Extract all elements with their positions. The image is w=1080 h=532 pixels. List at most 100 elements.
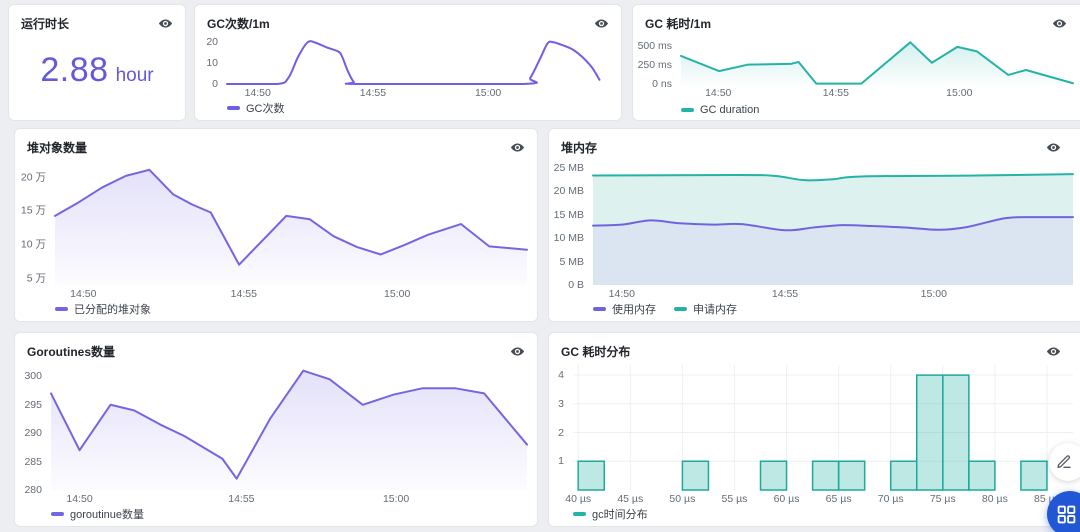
chart-svg xyxy=(593,161,1073,285)
panel-title: GC 耗时分布 xyxy=(561,344,631,359)
y-axis-tick: 5 MB xyxy=(559,255,584,268)
y-axis-tick: 280 xyxy=(24,484,42,496)
chart-legend: 已分配的堆对象 xyxy=(55,301,151,317)
x-axis-tick: 70 µs xyxy=(877,493,904,505)
x-axis-tick: 65 µs xyxy=(825,493,852,505)
x-axis-tick: 55 µs xyxy=(721,493,748,505)
chart-heap-objects[interactable]: 20 万 15 万 10 万 5 万 14:50 14:55 15:00 已分配的堆对象 xyxy=(15,155,537,321)
legend-label: 申请内存 xyxy=(693,304,737,316)
eye-icon[interactable] xyxy=(510,140,525,155)
x-axis-tick: 45 µs xyxy=(617,493,644,505)
chart-plot[interactable] xyxy=(51,365,527,490)
chart-svg xyxy=(55,161,527,285)
legend-swatch xyxy=(573,512,586,516)
y-axis-tick: 250 ms xyxy=(637,59,672,72)
x-axis-tick: 14:55 xyxy=(230,288,257,300)
legend-item[interactable]: 已分配的堆对象 xyxy=(55,301,151,317)
x-axis-tick: 14:50 xyxy=(70,288,97,300)
eye-icon[interactable] xyxy=(1046,344,1061,359)
y-axis-tick: 20 MB xyxy=(553,185,584,198)
chart-plot[interactable] xyxy=(227,37,611,84)
y-axis: 20 万 15 万 10 万 5 万 xyxy=(15,161,53,285)
legend-swatch xyxy=(227,106,240,110)
chart-plot[interactable] xyxy=(573,365,1073,490)
chart-legend: GC duration xyxy=(681,104,759,116)
panel-runtime-duration: 运行时长 2.88 hour xyxy=(8,4,186,121)
chart-plot[interactable] xyxy=(55,161,527,285)
apps-grid-icon xyxy=(1057,505,1080,524)
chart-legend: GC次数 xyxy=(227,100,285,116)
chart-plot[interactable] xyxy=(593,161,1073,285)
x-axis: 14:50 14:55 15:00 xyxy=(51,493,527,506)
legend-swatch xyxy=(681,108,694,112)
x-axis-tick: 15:00 xyxy=(946,87,973,99)
x-axis-tick: 14:55 xyxy=(822,87,849,99)
panel-heap-objects: 堆对象数量 20 万 15 万 10 万 5 万 14:50 14:55 15:00 已分配的… xyxy=(14,128,538,322)
panel-goroutines: Goroutines数量 300 295 290 285 280 14:50 14:55 15… xyxy=(14,332,538,527)
y-axis: 300 295 290 285 280 xyxy=(15,365,49,496)
y-axis-tick: 290 xyxy=(24,427,42,440)
pencil-icon xyxy=(1056,454,1072,470)
chart-goroutines[interactable]: 300 295 290 285 280 14:50 14:55 15:00 goroutinue… xyxy=(15,359,537,526)
x-axis-tick: 15:00 xyxy=(474,87,502,99)
chart-heap-memory[interactable]: 25 MB 20 MB 15 MB 10 MB 5 MB 0 B 14:50 14:55 15:… xyxy=(549,155,1080,321)
chart-plot[interactable] xyxy=(681,37,1073,84)
y-axis: 25 MB 20 MB 15 MB 10 MB 5 MB 0 B xyxy=(549,161,591,291)
legend-label: gc时间分布 xyxy=(592,509,648,521)
legend-item[interactable]: 使用内存 xyxy=(593,301,656,317)
y-axis-tick: 10 xyxy=(206,57,218,70)
legend-label: GC次数 xyxy=(246,103,285,115)
eye-icon[interactable] xyxy=(158,16,173,31)
legend-item[interactable]: gc时间分布 xyxy=(573,506,648,522)
chart-legend: 使用内存 申请内存 xyxy=(593,301,737,317)
y-axis-tick: 10 MB xyxy=(553,232,584,245)
stat-unit: hour xyxy=(115,64,154,86)
panel-title: GC 耗时/1m xyxy=(645,16,712,31)
x-axis-tick: 14:55 xyxy=(359,87,387,99)
legend-label: 使用内存 xyxy=(612,304,656,316)
panel-title: 运行时长 xyxy=(21,16,70,31)
y-axis: 20 10 0 xyxy=(195,36,225,90)
y-axis-tick: 1 xyxy=(558,455,564,468)
chart-gc-distribution[interactable]: 4 3 2 1 40 µs 45 µs 50 µs 55 µs 60 µs 65 µs 70 µs 7… xyxy=(549,359,1080,526)
y-axis-tick: 0 ns xyxy=(652,78,672,90)
chart-gc-duration[interactable]: 500 ms 250 ms 0 ns 14:50 14:55 15:00 GC durati… xyxy=(633,31,1080,120)
eye-icon[interactable] xyxy=(1052,16,1067,31)
eye-icon[interactable] xyxy=(594,16,609,31)
legend-label: 已分配的堆对象 xyxy=(74,304,151,316)
legend-item[interactable]: GC次数 xyxy=(227,100,285,116)
x-axis-tick: 14:50 xyxy=(608,288,635,300)
x-axis-tick: 14:50 xyxy=(244,87,271,99)
legend-swatch xyxy=(593,307,606,311)
legend-item[interactable]: GC duration xyxy=(681,104,759,116)
x-axis: 40 µs 45 µs 50 µs 55 µs 60 µs 65 µs 70 µs 75 µs… xyxy=(565,493,1073,506)
y-axis-tick: 2 xyxy=(558,426,564,439)
legend-swatch xyxy=(51,512,64,516)
apps-button[interactable] xyxy=(1047,491,1080,532)
panel-heap-memory: 堆内存 25 MB 20 MB 15 MB 10 MB 5 MB 0 B 14:50 14:5… xyxy=(548,128,1080,322)
y-axis-tick: 285 xyxy=(24,455,42,468)
chart-legend: goroutinue数量 xyxy=(51,506,144,522)
y-axis: 4 3 2 1 xyxy=(549,365,571,490)
eye-icon[interactable] xyxy=(1046,140,1061,155)
chart-svg xyxy=(573,365,1073,490)
chart-gc-count[interactable]: 20 10 0 14:50 14:55 15:00 GC次数 xyxy=(195,31,621,120)
legend-item[interactable]: goroutinue数量 xyxy=(51,506,144,522)
x-axis-tick: 15:00 xyxy=(384,288,411,300)
x-axis-tick: 14:55 xyxy=(228,493,255,505)
y-axis-tick: 0 B xyxy=(568,279,584,291)
y-axis-tick: 15 MB xyxy=(553,208,584,221)
x-axis: 14:50 14:55 15:00 xyxy=(227,87,611,100)
y-axis-tick: 15 万 xyxy=(20,204,46,217)
y-axis-tick: 5 万 xyxy=(26,272,46,285)
legend-swatch xyxy=(55,307,68,311)
edit-button[interactable] xyxy=(1049,443,1080,481)
legend-swatch xyxy=(674,307,687,311)
x-axis-tick: 15:00 xyxy=(382,493,410,505)
x-axis: 14:50 14:55 15:00 xyxy=(55,288,527,301)
legend-item[interactable]: 申请内存 xyxy=(674,301,737,317)
eye-icon[interactable] xyxy=(510,344,525,359)
panel-title: GC次数/1m xyxy=(207,16,270,31)
panel-title: 堆对象数量 xyxy=(27,140,88,155)
